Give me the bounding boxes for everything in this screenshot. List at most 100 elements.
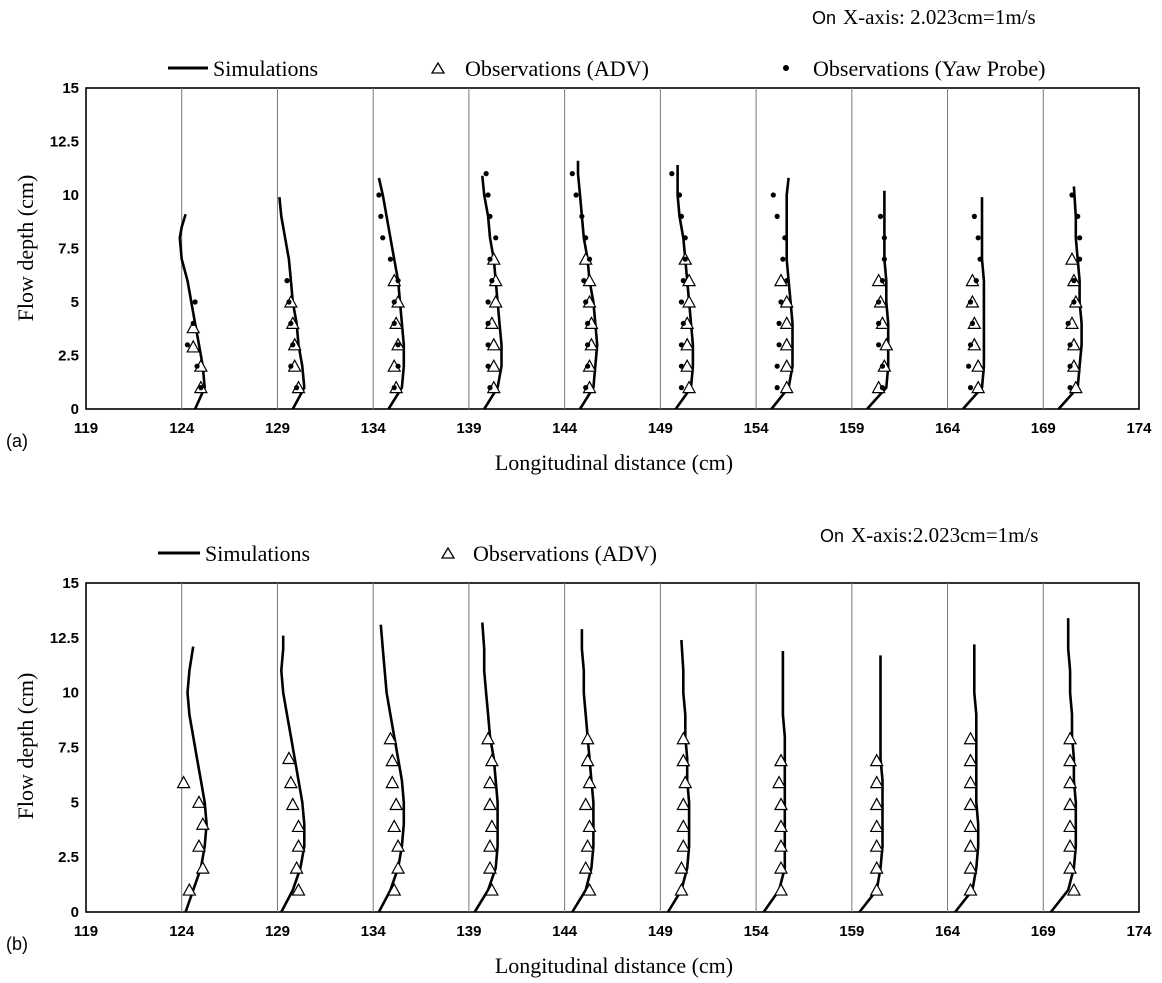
- yaw-probe-dot-marker: [1067, 363, 1073, 369]
- adv-triangle-marker: [176, 775, 191, 789]
- yaw-probe-dot-marker: [682, 256, 688, 262]
- yaw-probe-dot-marker: [493, 235, 499, 241]
- adv-triangle-marker: [879, 337, 894, 351]
- adv-triangle-marker: [582, 273, 597, 287]
- yaw-probe-dot-marker: [975, 235, 981, 241]
- adv-triangle-marker: [678, 775, 693, 789]
- yaw-probe-dot-marker: [1075, 213, 1081, 219]
- y-tick-label: 2.5: [58, 348, 79, 365]
- x-tick-label: 169: [1031, 420, 1056, 437]
- x-tick-label: 119: [74, 923, 98, 940]
- yaw-probe-dot-marker: [198, 385, 204, 391]
- adv-triangle-marker: [484, 882, 499, 896]
- yaw-probe-dot-marker: [680, 320, 686, 326]
- yaw-probe-dot-marker: [485, 320, 491, 326]
- adv-triangle-marker: [963, 797, 978, 811]
- adv-triangle-marker: [289, 860, 304, 874]
- yaw-probe-dot-marker: [1071, 278, 1077, 284]
- adv-triangle-marker: [387, 882, 402, 896]
- y-tick-label: 0: [71, 401, 79, 418]
- y-tick-labels-b: 0 2.5 5 7.5 10 12.5 15: [50, 575, 79, 921]
- panel-b: On X-axis:2.023cm=1m/s Simulations Obser…: [6, 523, 1152, 978]
- yaw-probe-dot-marker: [192, 299, 198, 305]
- adv-triangle-marker: [869, 775, 884, 789]
- yaw-probe-dot-marker: [487, 385, 493, 391]
- adv-triangle-marker: [578, 797, 593, 811]
- adv-triangle-marker: [773, 860, 788, 874]
- yaw-probe-dot-marker: [583, 299, 589, 305]
- adv-triangle-marker: [971, 358, 986, 372]
- x-tick-label: 139: [456, 923, 481, 940]
- yaw-probe-dot-marker: [774, 363, 780, 369]
- yaw-probe-dot-marker: [288, 363, 294, 369]
- adv-triangle-marker: [963, 753, 978, 767]
- yaw-probe-dot-marker: [973, 278, 979, 284]
- yaw-probe-dot-marker: [966, 363, 972, 369]
- adv-triangle-marker: [283, 775, 298, 789]
- adv-markers-b: [176, 731, 1081, 896]
- yaw-probe-dot-marker: [184, 342, 191, 348]
- adv-triangle-marker: [391, 860, 406, 874]
- yaw-probe-dot-marker: [780, 256, 786, 262]
- adv-triangle-marker: [772, 775, 787, 789]
- adv-triangle-marker: [680, 358, 695, 372]
- adv-triangle-marker: [291, 882, 306, 896]
- x-tick-label: 124: [169, 923, 195, 940]
- adv-triangle-marker: [963, 882, 978, 896]
- adv-triangle-marker: [385, 753, 400, 767]
- yaw-probe-dot-marker: [391, 299, 397, 305]
- panel-label-b: (b): [6, 934, 28, 954]
- legend-label-adv-b: Observations (ADV): [473, 541, 657, 566]
- yaw-probe-dot-marker: [971, 213, 977, 219]
- simulation-profiles-a: [178, 160, 1083, 410]
- x-tick-label: 134: [361, 923, 387, 940]
- simulation-profile-line: [571, 629, 595, 913]
- yaw-probe-dot-marker: [485, 342, 491, 348]
- simulation-profile-line: [1057, 186, 1083, 410]
- adv-triangle-marker: [186, 339, 201, 353]
- adv-triangle-marker: [182, 882, 197, 896]
- adv-triangle-marker: [779, 358, 794, 372]
- adv-triangle-marker: [484, 753, 499, 767]
- yaw-probe-dot-marker: [678, 213, 685, 219]
- adv-triangle-marker: [869, 819, 884, 833]
- adv-triangle-marker: [481, 731, 496, 745]
- yaw-probe-dot-marker: [776, 342, 782, 348]
- y-tick-label: 7.5: [58, 740, 79, 757]
- yaw-probe-dot-marker: [1067, 342, 1073, 348]
- y-tick-label: 15: [62, 575, 79, 592]
- simulation-profile-line: [961, 197, 986, 410]
- yaw-probe-dot-marker: [391, 385, 397, 391]
- plot-area-a: [85, 87, 1140, 410]
- adv-triangle-marker: [1064, 251, 1080, 265]
- yaw-probe-dot-marker: [380, 235, 386, 241]
- yaw-probe-dot-marker: [485, 363, 491, 369]
- adv-triangle-marker: [773, 838, 788, 852]
- plot-area-b: [85, 582, 1140, 913]
- y-tick-label: 5: [71, 294, 79, 311]
- y-axis-label-a: Flow depth (cm): [13, 175, 38, 322]
- yaw-probe-dot-marker: [395, 278, 401, 284]
- x-tick-label: 119: [74, 420, 98, 437]
- yaw-probe-dot-marker: [881, 235, 887, 241]
- adv-triangle-marker: [1063, 753, 1078, 767]
- y-tick-label: 2.5: [58, 849, 79, 866]
- yaw-probe-dot-marker: [487, 213, 493, 219]
- x-tick-label: 159: [839, 923, 864, 940]
- yaw-probe-dot-marker: [586, 256, 593, 262]
- yaw-probe-dot-marker: [881, 256, 887, 262]
- yaw-probe-dot-marker: [1069, 192, 1075, 198]
- yaw-probe-dot-marker: [774, 213, 780, 219]
- adv-triangle-marker: [391, 838, 406, 852]
- yaw-probe-dot-marker: [776, 320, 782, 326]
- x-tick-label: 174: [1126, 923, 1152, 940]
- legend-dot-icon: [783, 65, 789, 71]
- legend-b: Simulations Observations (ADV): [158, 541, 657, 566]
- yaw-probe-dot-marker: [876, 299, 882, 305]
- yaw-probe-dot-marker: [784, 278, 790, 284]
- yaw-probe-dot-marker: [682, 235, 688, 241]
- adv-triangle-marker: [676, 753, 691, 767]
- adv-triangle-marker: [682, 294, 697, 308]
- adv-triangle-marker: [488, 294, 503, 308]
